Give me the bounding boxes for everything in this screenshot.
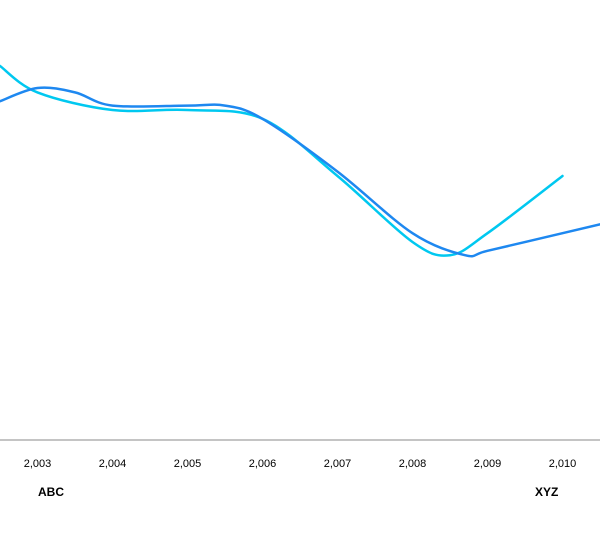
series-line-0 <box>0 66 563 256</box>
x-tick-label: 2,003 <box>24 458 52 470</box>
legend-label: ABC <box>38 485 64 499</box>
x-tick-label: 2,008 <box>399 458 427 470</box>
x-tick-label: 2,009 <box>474 458 502 470</box>
x-tick-label: 2,004 <box>99 458 127 470</box>
x-tick-label: 2,005 <box>174 458 202 470</box>
line-chart: 2,003 2,004 2,005 2,006 2,007 2,008 2,009 2,010… <box>0 0 600 550</box>
chart-svg <box>0 0 600 550</box>
x-tick-label: 2,007 <box>324 458 352 470</box>
series-line-1 <box>0 88 600 257</box>
x-tick-label: 2,010 <box>549 458 577 470</box>
legend-label: XYZ <box>535 485 558 499</box>
x-tick-label: 2,006 <box>249 458 277 470</box>
